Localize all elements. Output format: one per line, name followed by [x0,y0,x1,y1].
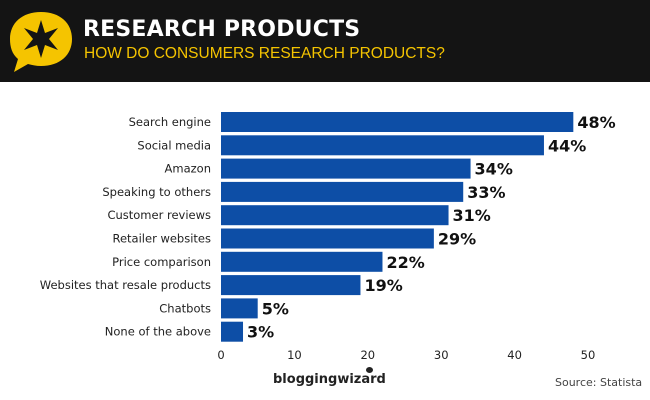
data-label: 31% [453,206,491,225]
category-label: Social media [137,138,211,152]
source-note: Source: Statista [555,376,643,389]
page-subtitle: HOW DO CONSUMERS RESEARCH PRODUCTS? [84,45,445,62]
brand-bubble-icon [366,367,373,373]
bar [221,321,244,342]
bar [221,205,449,226]
category-label: Chatbots [159,301,211,315]
brand-logo: bloggingwizard [273,372,386,387]
data-label: 34% [475,160,513,179]
category-label: Customer reviews [107,208,211,222]
bar [221,275,361,296]
bar [221,251,383,272]
bar [221,298,258,319]
bar [221,112,574,132]
data-label: 48% [577,113,615,132]
data-label: 33% [467,183,505,202]
bar [221,158,471,179]
category-label: Speaking to others [102,185,211,199]
x-tick-label: 40 [507,348,522,362]
data-label: 44% [548,136,586,155]
bar-chart: Search engine 48% Social media 44% Amazon 34%… [40,112,616,362]
x-tick-label: 30 [434,348,449,362]
x-tick-label: 20 [360,348,375,362]
star-speech-bubble-icon [10,12,72,72]
category-label: Websites that resale products [40,278,211,292]
category-label: Retailer websites [113,232,212,246]
bar [221,228,434,249]
x-tick-label: 10 [287,348,302,362]
data-label: 22% [386,253,424,272]
data-label: 5% [262,299,289,318]
bar [221,181,464,202]
data-label: 3% [247,323,274,342]
category-label: Price comparison [112,255,211,269]
category-label: Amazon [165,162,211,176]
bar [221,135,544,156]
category-label: None of the above [105,325,211,339]
header: RESEARCH PRODUCTS HOW DO CONSUMERS RESEA… [0,0,650,82]
x-tick-label: 50 [581,348,596,362]
data-label: 29% [438,230,476,249]
x-tick-label: 0 [217,348,224,362]
data-label: 19% [364,276,402,295]
category-label: Search engine [129,115,211,129]
page-title: RESEARCH PRODUCTS [83,17,361,42]
